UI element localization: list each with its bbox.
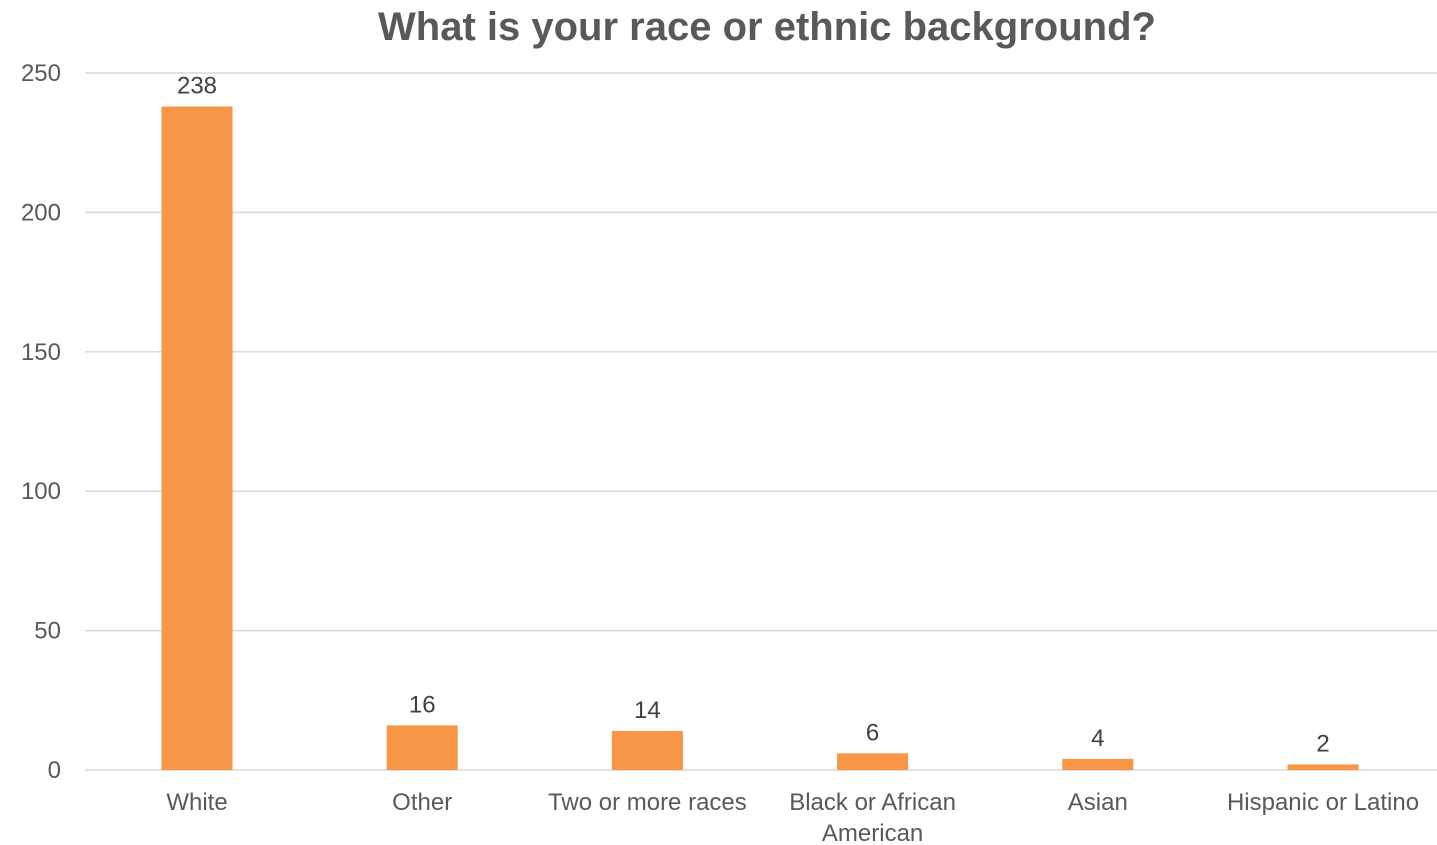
data-label: 238 (177, 72, 217, 99)
data-label: 2 (1316, 730, 1329, 757)
x-category-label: Black or African American (789, 789, 956, 845)
y-tick-label: 0 (48, 757, 61, 784)
y-tick-label: 200 (21, 199, 61, 226)
y-tick-label: 100 (21, 478, 61, 505)
x-category-label: Other (392, 789, 452, 816)
y-tick-label: 250 (21, 60, 61, 87)
x-axis-categories: White Other Two or more races Black or Afri… (166, 789, 1419, 845)
x-category-label: Hispanic or Latino (1227, 789, 1419, 816)
bar (386, 725, 458, 770)
y-axis-ticks: 0 50 100 150 200 250 (21, 60, 61, 784)
data-label: 16 (409, 691, 436, 718)
y-tick-label: 50 (34, 618, 61, 645)
gridlines (85, 72, 1437, 771)
bar (837, 753, 909, 770)
bar (1287, 764, 1359, 770)
data-label: 14 (634, 697, 661, 724)
data-labels: 238 16 14 6 4 2 (177, 72, 1330, 757)
data-label: 6 (866, 719, 879, 746)
bar (1062, 758, 1134, 770)
bars (161, 106, 1359, 771)
bar (611, 730, 683, 770)
data-label: 4 (1091, 725, 1104, 752)
bar (161, 106, 233, 771)
y-tick-label: 150 (21, 339, 61, 366)
chart-title: What is your race or ethnic background? (378, 5, 1156, 49)
x-category-label: Asian (1068, 789, 1128, 816)
x-category-label: Two or more races (548, 789, 747, 816)
x-category-label: White (166, 789, 227, 816)
